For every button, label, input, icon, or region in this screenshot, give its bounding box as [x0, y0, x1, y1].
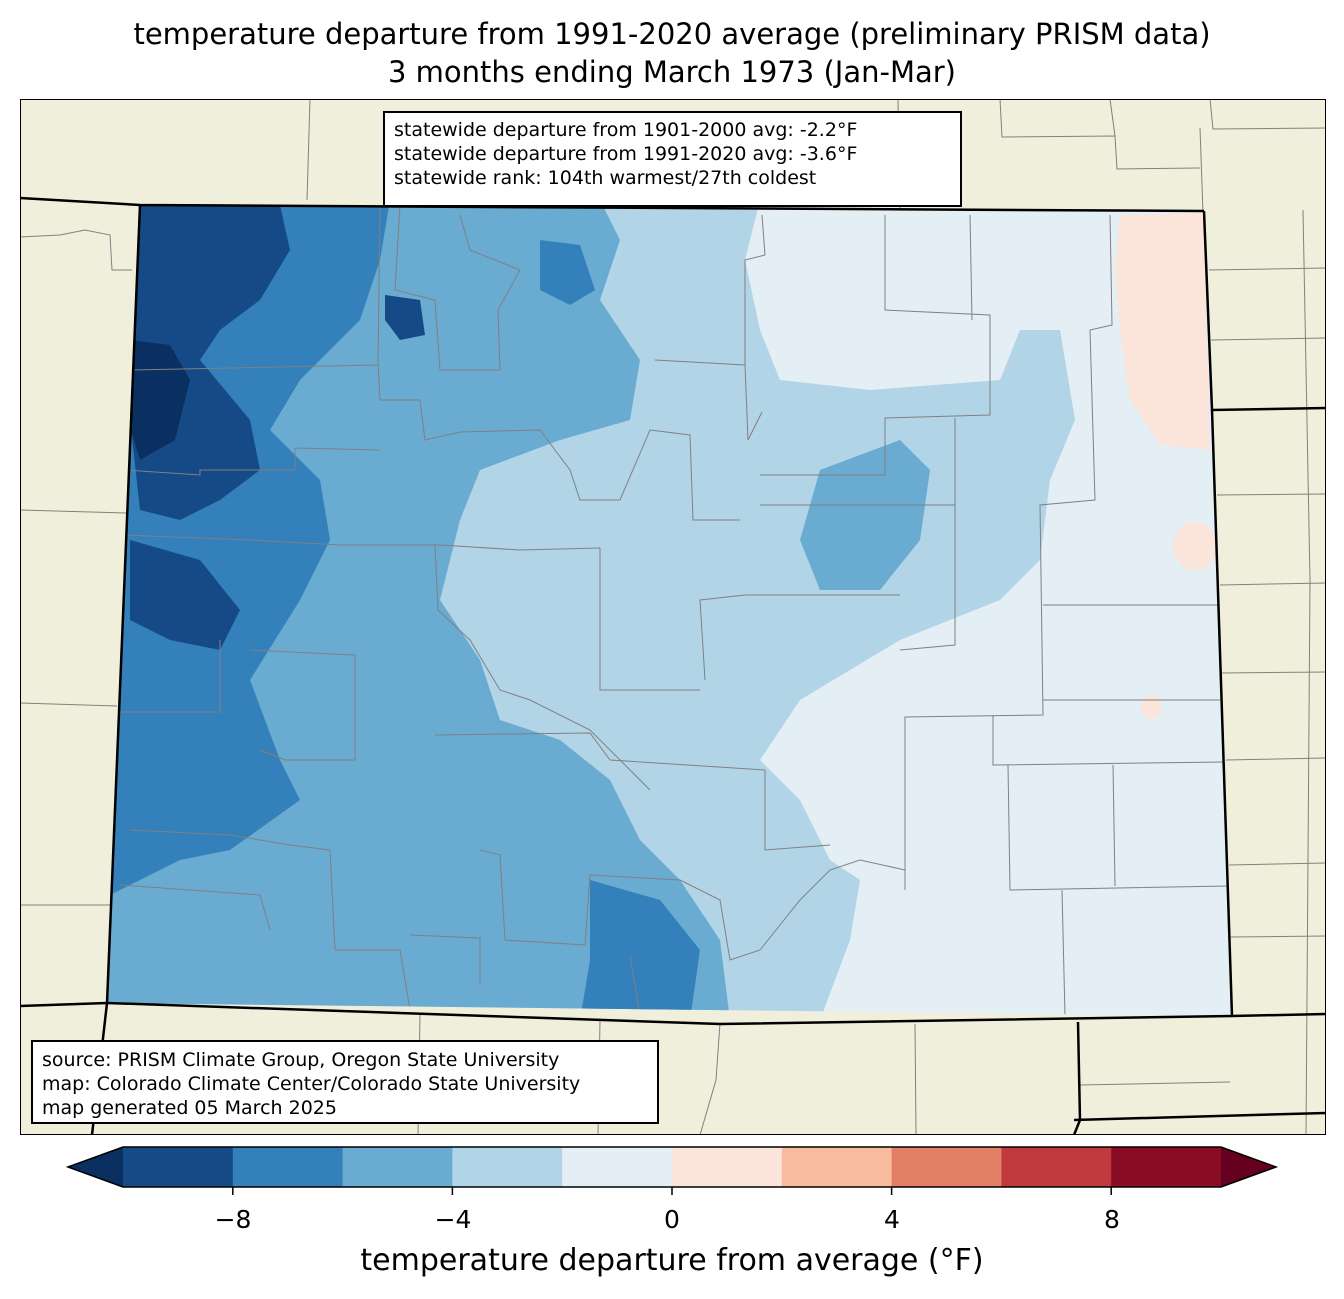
colorado-map: [20, 99, 1326, 1135]
source-box: source: PRISM Climate Group, Oregon Stat…: [31, 1040, 659, 1124]
colorbar-label: temperature departure from average (°F): [360, 1243, 984, 1278]
colorbar-tick-label: 0: [664, 1205, 680, 1234]
colorbar-bins: [123, 1147, 1222, 1187]
statewide-stats-box: statewide departure from 1901-2000 avg: …: [383, 111, 962, 207]
colorbar-tick-marks: [232, 1187, 1112, 1195]
colorbar-bin: [562, 1147, 673, 1187]
colorbar-bin: [1001, 1147, 1112, 1187]
colorbar: [65, 1146, 1279, 1195]
colorbar-bin: [672, 1147, 783, 1187]
colorbar-bin: [1111, 1147, 1222, 1187]
colorbar-tick-label: 8: [1104, 1205, 1120, 1234]
colorbar-bin: [342, 1147, 453, 1187]
colorbar-bin: [232, 1147, 344, 1187]
colorbar-tick-label: 4: [884, 1205, 900, 1234]
colorbar-bin: [781, 1147, 893, 1187]
stats-departure-1991-2020: statewide departure from 1991-2020 avg: …: [394, 143, 858, 165]
colorbar-bin: [452, 1147, 563, 1187]
colorbar-bin: [891, 1147, 1002, 1187]
map-generated-line: map generated 05 March 2025: [42, 1097, 337, 1119]
map-title-line1: temperature departure from 1991-2020 ave…: [133, 17, 1211, 51]
colorbar-bin: [123, 1147, 234, 1187]
colorbar-outline: [65, 1146, 1279, 1188]
colorbar-tick-label: −8: [214, 1205, 252, 1234]
colorbar-over-triangle: [1221, 1147, 1276, 1187]
stats-departure-1901-2000: statewide departure from 1901-2000 avg: …: [394, 119, 858, 141]
map-credit-line: map: Colorado Climate Center/Colorado St…: [42, 1073, 581, 1095]
source-line: source: PRISM Climate Group, Oregon Stat…: [42, 1049, 560, 1071]
map-title-line2: 3 months ending March 1973 (Jan-Mar): [388, 55, 956, 89]
colorbar-under-triangle: [68, 1147, 123, 1187]
colorado-county-lines: [118, 205, 1229, 1016]
stats-rank: statewide rank: 104th warmest/27th colde…: [394, 167, 817, 189]
colorbar-tick-label: −4: [434, 1205, 472, 1234]
temperature-departure-field: [107, 205, 1232, 1016]
